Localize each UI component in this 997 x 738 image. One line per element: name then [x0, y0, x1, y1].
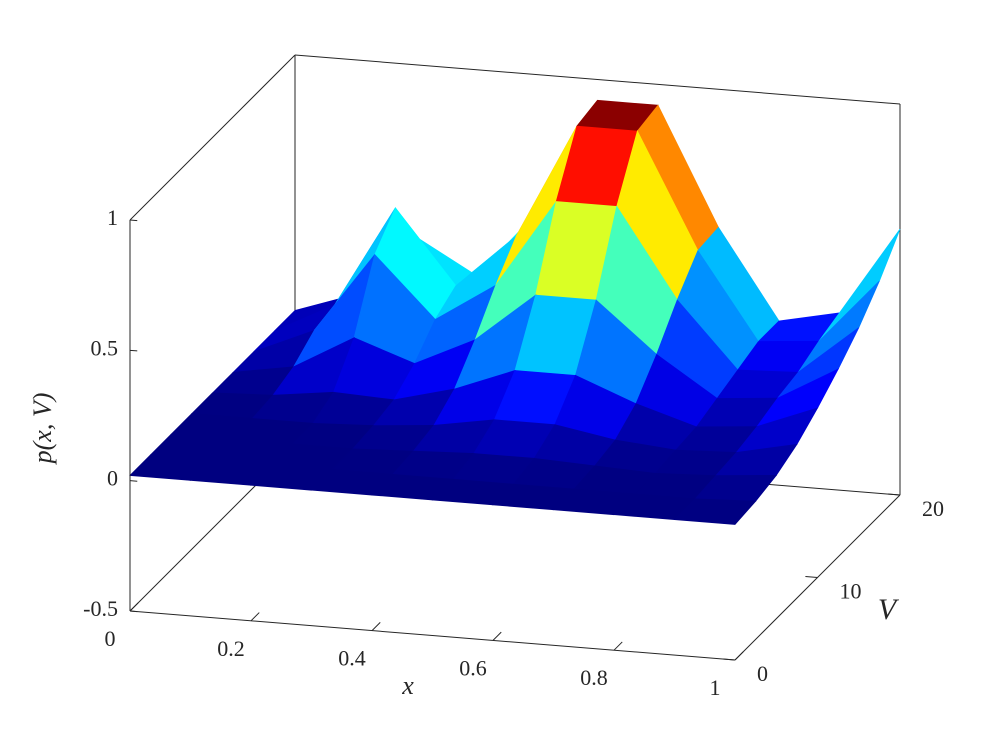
- z-tick-label: 0: [107, 466, 118, 491]
- z-tick-label: 0.5: [91, 335, 119, 360]
- y-tick: [805, 576, 818, 578]
- z-tick-label: 1: [107, 205, 118, 230]
- x-tick: [613, 641, 623, 651]
- x-tick: [734, 651, 744, 661]
- y-tick: [887, 493, 901, 496]
- x-tick-label: 0.8: [580, 665, 608, 690]
- box-edge: [129, 54, 296, 221]
- surface: [129, 99, 901, 525]
- z-tick: [129, 480, 138, 482]
- z-tick: [129, 349, 138, 352]
- x-axis: [129, 610, 736, 661]
- y-axis-label: V: [878, 593, 900, 626]
- z-tick: [129, 219, 138, 222]
- x-axis-label: x: [401, 671, 414, 700]
- x-tick: [492, 631, 502, 641]
- x-tick: [371, 621, 381, 631]
- y-tick-label: 10: [840, 579, 862, 604]
- z-tick: [129, 610, 138, 613]
- x-tick: [250, 612, 260, 622]
- y-tick-label: 20: [922, 496, 944, 521]
- surface-patch: [673, 498, 757, 525]
- x-tick-label: 0.6: [459, 655, 487, 680]
- x-tick-label: 0.4: [338, 646, 366, 671]
- box-edge: [294, 54, 901, 105]
- x-tick: [129, 602, 139, 612]
- x-tick-label: 0: [105, 626, 116, 651]
- y-tick: [722, 658, 736, 661]
- x-tick-label: 1: [710, 675, 721, 700]
- y-tick-label: 0: [757, 661, 768, 686]
- z-tick-label: -0.5: [83, 596, 118, 621]
- x-tick-label: 0.2: [217, 636, 245, 661]
- z-axis-label: p(x, V): [28, 393, 57, 466]
